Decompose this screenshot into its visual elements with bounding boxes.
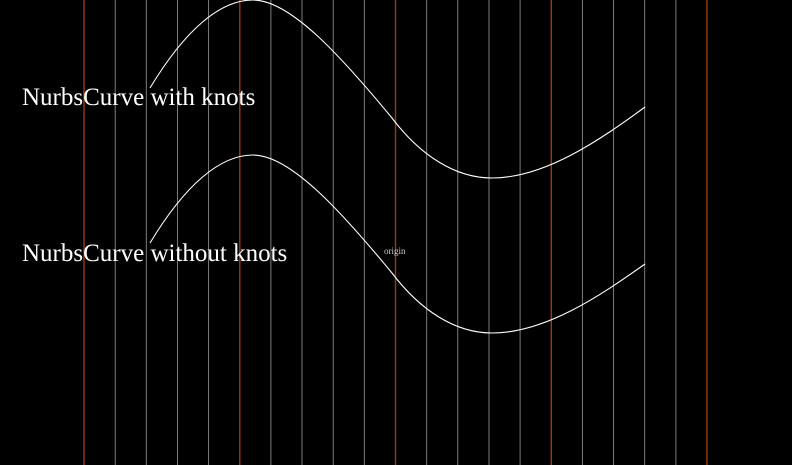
curve-with-knots-label: NurbsCurve with knots [22,84,255,111]
nurbs-curve-without-knots [149,154,646,334]
grid [83,0,708,465]
curve-without-knots-label: NurbsCurve without knots [22,240,287,267]
origin-label: origin [384,246,406,256]
nurbs-curve-with-knots [149,0,646,179]
